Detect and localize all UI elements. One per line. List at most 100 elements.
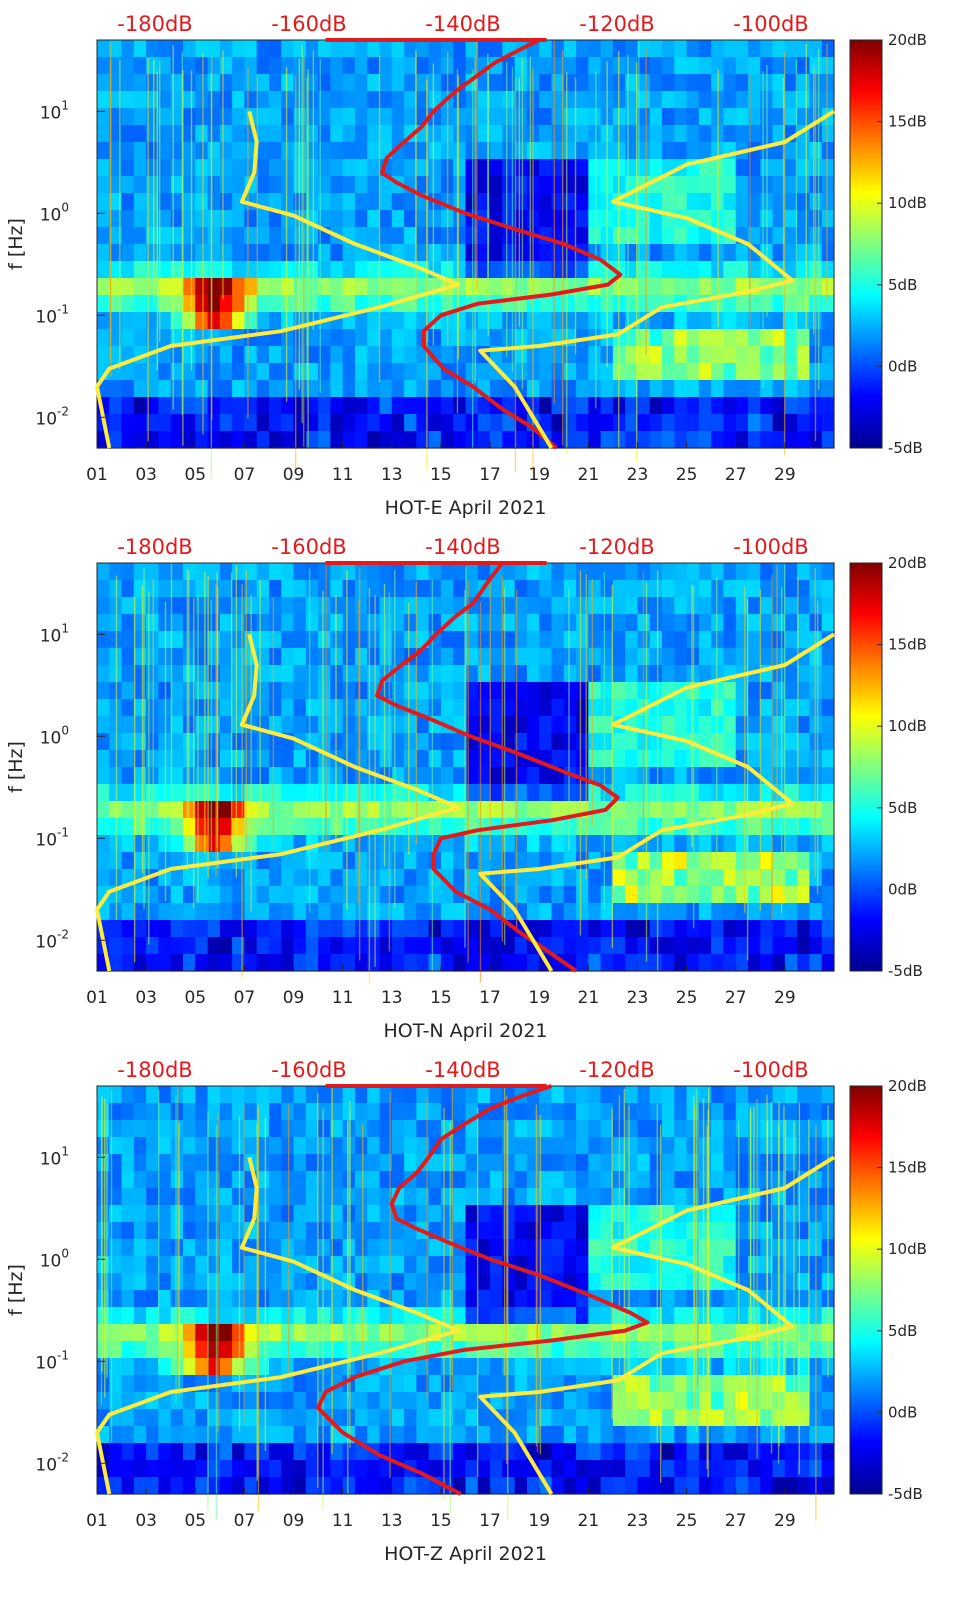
spectrogram-streak (247, 66, 249, 419)
spectrogram-cell (330, 563, 344, 581)
spectrogram-cell (477, 648, 491, 666)
spectrogram-cell (637, 1426, 651, 1444)
spectrogram-streak (389, 1092, 391, 1478)
spectrogram-cell (440, 648, 454, 666)
spectrogram-cell (133, 312, 147, 330)
spectrogram-cell (416, 142, 430, 160)
spectrogram-cell (281, 937, 295, 955)
spectrogram-cell (711, 597, 725, 615)
spectrogram-cell (514, 74, 528, 92)
spectrogram-cell (281, 682, 295, 700)
spectrogram-cell (772, 159, 786, 177)
spectrogram-cell (404, 346, 417, 364)
spectrogram-cell (563, 125, 577, 143)
spectrogram-cell (526, 597, 540, 615)
spectrogram-cell (342, 278, 356, 296)
spectrogram-cell (576, 142, 589, 160)
spectrogram-cell (723, 903, 737, 921)
spectrogram-cell (244, 1307, 258, 1325)
spectrogram-cell (256, 886, 270, 904)
spectrogram-cell (698, 346, 712, 364)
spectrogram-cell (477, 835, 491, 853)
spectrogram-cell (293, 750, 307, 768)
spectrogram-cell (649, 1154, 663, 1172)
spectrogram-cell (600, 380, 614, 398)
spectrogram-cell (391, 431, 405, 449)
spectrogram-cell (244, 244, 258, 262)
spectrogram-cell (625, 397, 639, 415)
spectrogram-cell (318, 1256, 331, 1274)
yellow-noise-curve (95, 633, 461, 972)
spectrogram-cell (354, 91, 368, 109)
spectrogram-cell (576, 91, 589, 109)
spectrogram-cell (281, 597, 295, 615)
spectrogram-cell (232, 733, 245, 751)
spectrogram-cell (97, 1375, 110, 1393)
spectrogram-cell (207, 1324, 221, 1342)
spectrogram-cell (428, 1120, 442, 1138)
spectrogram-cell (784, 1443, 798, 1461)
spectrogram-cell (723, 40, 737, 58)
spectrogram-cell (748, 57, 761, 75)
spectrogram-cell (711, 431, 725, 449)
spectrogram-cell (391, 261, 405, 279)
spectrogram-cell (686, 278, 700, 296)
spectrogram-streak (645, 582, 648, 962)
spectrogram-cell (195, 176, 209, 194)
spectrogram-cell (490, 329, 503, 347)
spectrogram-cell (637, 363, 651, 381)
spectrogram-cell (784, 414, 798, 432)
y-axis-label: f [Hz] (5, 218, 27, 270)
spectrogram-cell (453, 937, 467, 955)
top-db-label: -160dB (271, 535, 346, 559)
red-noise-curve (316, 1084, 650, 1496)
spectrogram-cell (416, 312, 430, 330)
spectrogram-cell (195, 159, 209, 177)
spectrogram-cell (232, 1256, 245, 1274)
spectrogram-cell (133, 648, 147, 666)
spectrogram-cell (121, 108, 135, 126)
spectrogram-cell (588, 295, 602, 313)
spectrogram-streak (812, 64, 815, 335)
spectrogram-streak (744, 586, 746, 913)
spectrogram-cell (428, 244, 442, 262)
spectrogram-cell (256, 1273, 270, 1291)
spectrogram-cell (453, 1409, 467, 1427)
spectrogram-cell (121, 142, 135, 160)
spectrogram-cell (207, 937, 221, 955)
spectrogram-cell (305, 91, 319, 109)
spectrogram-cell (97, 1188, 110, 1206)
x-tick-label: 09 (283, 988, 305, 1008)
spectrogram-cell (330, 903, 344, 921)
spectrogram-cell (158, 125, 172, 143)
spectrogram-cell (305, 1222, 319, 1240)
spectrogram-cell (170, 1375, 184, 1393)
spectrogram-streak (158, 60, 161, 343)
spectrogram-cell (711, 397, 725, 415)
spectrogram-cell (428, 648, 442, 666)
spectrogram-cell (698, 1137, 712, 1155)
spectrogram-cell (772, 920, 786, 938)
spectrogram-cell (342, 937, 356, 955)
spectrogram-cell (330, 1188, 344, 1206)
spectrogram-cell (318, 1154, 331, 1172)
spectrogram-cell (305, 1239, 319, 1257)
spectrogram-cell (465, 431, 479, 449)
spectrogram-cell (674, 1154, 688, 1172)
spectrogram-cell (109, 580, 123, 598)
spectrogram-cell (182, 431, 196, 449)
spectrogram-cell (121, 699, 135, 717)
spectrogram-cell (293, 903, 307, 921)
spectrogram-cell (367, 852, 381, 870)
spectrogram-cell (477, 1290, 491, 1308)
spectrogram-streak (783, 1105, 785, 1429)
spectrogram-cell (146, 159, 160, 177)
spectrogram-cell (637, 1171, 651, 1189)
spectrogram-cell (662, 227, 675, 245)
spectrogram-cell (170, 414, 184, 432)
spectrogram-cell (207, 750, 221, 768)
spectrogram-cell (674, 954, 688, 972)
spectrogram-cell (170, 852, 184, 870)
colorbar-tick-label: 10dB (888, 1240, 927, 1258)
spectrogram-cell (219, 699, 233, 717)
